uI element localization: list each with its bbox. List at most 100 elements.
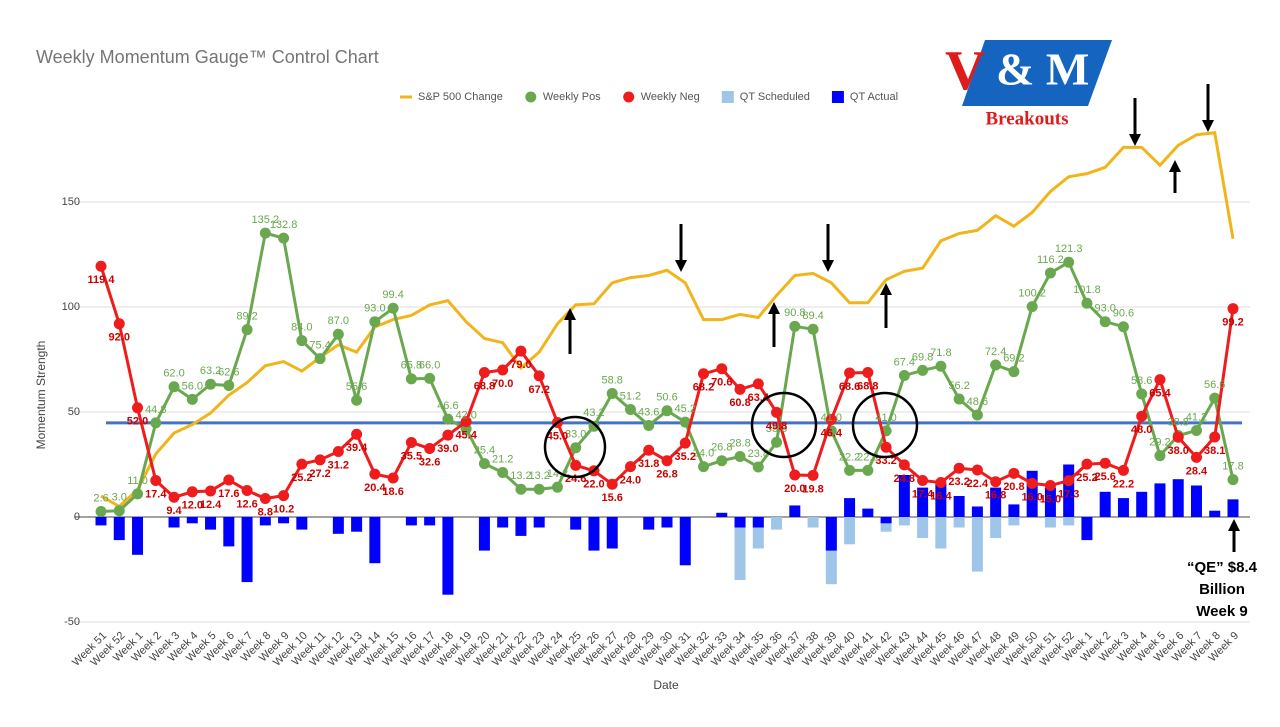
chart-title: Weekly Momentum Gauge™ Control Chart <box>36 47 379 67</box>
data-label: 50.6 <box>656 392 677 404</box>
bar <box>442 517 454 595</box>
point <box>405 436 417 448</box>
bar <box>369 517 381 564</box>
point <box>515 345 527 357</box>
data-label: 39.0 <box>437 443 458 455</box>
bar <box>771 517 783 530</box>
point <box>1044 480 1056 491</box>
data-label: 10.2 <box>273 503 294 515</box>
point <box>844 367 856 379</box>
bar <box>953 496 965 517</box>
data-label: 22.4 <box>967 478 989 490</box>
data-label: 70.6 <box>711 377 732 389</box>
point <box>186 393 198 405</box>
bar <box>515 517 527 536</box>
data-label: 14.2 <box>547 468 568 480</box>
data-label: 29.2 <box>1149 437 1170 449</box>
point <box>862 367 874 379</box>
bar <box>223 517 235 547</box>
point <box>588 420 600 432</box>
point <box>1136 388 1148 400</box>
point <box>1008 467 1020 479</box>
point <box>570 442 582 454</box>
point <box>1190 451 1202 463</box>
data-label: 17.4 <box>145 488 167 500</box>
point <box>259 227 271 239</box>
bar <box>898 517 910 526</box>
point <box>1172 431 1184 443</box>
legend-label: QT Actual <box>850 91 898 103</box>
data-label: 41.2 <box>1186 411 1207 423</box>
data-label: 69.2 <box>1003 353 1024 365</box>
bar <box>752 517 764 528</box>
point <box>1026 477 1038 489</box>
legend-swatch <box>721 91 734 103</box>
data-label: 25.6 <box>1094 471 1115 483</box>
bar <box>113 517 125 541</box>
point <box>113 505 125 517</box>
bar <box>1190 485 1202 517</box>
data-label: 13.2 <box>528 470 549 482</box>
annotation-text: Billion <box>1199 581 1245 598</box>
bar <box>533 517 545 528</box>
bar <box>880 517 892 532</box>
legend-swatch <box>623 91 635 103</box>
point <box>1099 457 1111 469</box>
data-label: 70.0 <box>492 378 513 390</box>
point <box>953 462 965 474</box>
data-label: 16.8 <box>985 490 1006 502</box>
data-label: 35.5 <box>401 450 422 462</box>
data-label: 63.2 <box>200 365 221 377</box>
data-label: 66.0 <box>419 359 440 371</box>
y-axis-label: Momentum Strength <box>34 341 48 450</box>
data-label: 79.0 <box>510 359 531 371</box>
point <box>862 464 874 476</box>
data-label: 68.8 <box>857 380 878 392</box>
point <box>679 416 691 428</box>
data-label: 31.2 <box>328 459 349 471</box>
bar <box>1099 491 1111 517</box>
bar <box>935 517 947 549</box>
point <box>789 469 801 481</box>
data-label: 87.0 <box>328 315 349 327</box>
point <box>296 458 308 470</box>
data-label: 38.0 <box>1168 445 1189 457</box>
data-label: 89.2 <box>236 311 257 323</box>
point <box>351 428 363 440</box>
point <box>497 466 509 478</box>
data-label: 15.0 <box>1040 493 1061 505</box>
bar <box>935 483 947 517</box>
circle-callout <box>750 391 818 459</box>
point <box>460 416 472 428</box>
data-label: 24.0 <box>693 448 714 460</box>
point <box>351 394 363 406</box>
bar <box>186 517 198 524</box>
data-label: 16.4 <box>930 490 952 502</box>
bar <box>825 517 837 551</box>
data-label: 17.6 <box>218 488 239 500</box>
point <box>1081 297 1093 309</box>
data-label: 38.1 <box>1204 445 1225 457</box>
data-label: 71.8 <box>930 347 951 359</box>
data-label: 90.8 <box>784 307 805 319</box>
bar <box>734 517 746 528</box>
bar <box>570 517 582 530</box>
data-label: 39.4 <box>346 442 368 454</box>
labels: 2.6 3.011.044.862.056.063.262.689.2135.21… <box>88 214 1244 518</box>
bar <box>1008 517 1020 526</box>
bar <box>862 508 874 517</box>
point <box>278 232 290 244</box>
bar <box>990 487 1002 517</box>
data-label: 9.4 <box>166 505 182 517</box>
point <box>752 461 764 473</box>
bar <box>332 517 344 534</box>
point <box>497 364 509 376</box>
point <box>971 464 983 476</box>
data-label: 12.4 <box>200 499 222 511</box>
data-label: 8.8 <box>258 506 273 518</box>
point <box>1117 321 1129 333</box>
x-axis-label: Date <box>653 678 679 692</box>
bar <box>1081 517 1093 541</box>
point <box>1099 316 1111 328</box>
line <box>100 131 1235 509</box>
